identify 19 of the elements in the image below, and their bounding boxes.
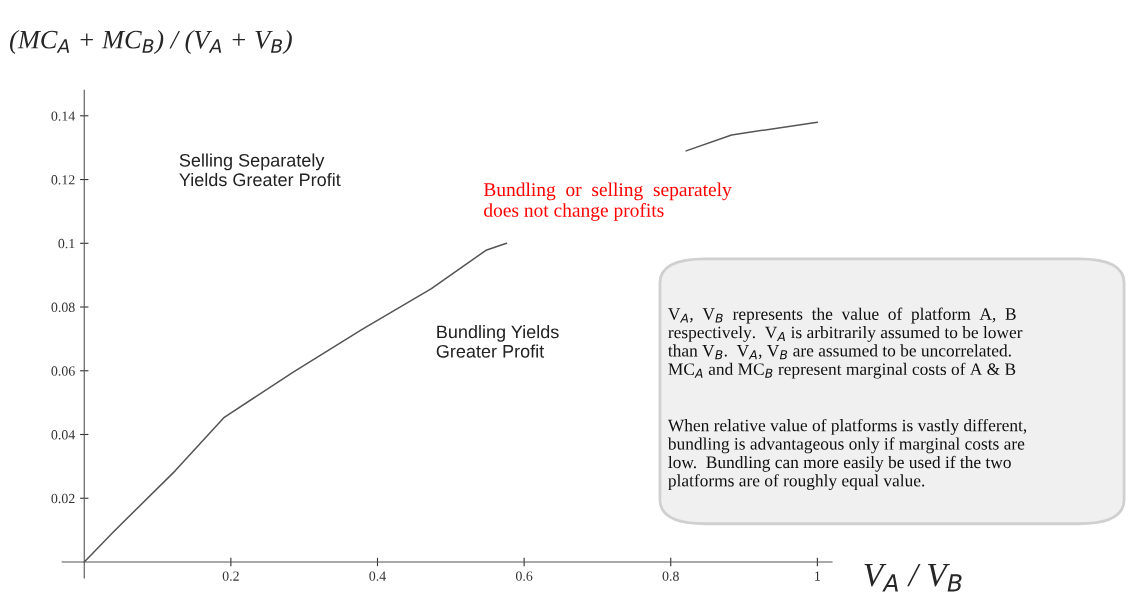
x-tick-label: 0.4 — [369, 571, 386, 581]
text: V$_{A}$, V$_{B}$ represents the value of platform A, B respectively. V$_{A}$ is arbitrarily assumed to be lower than V$_{B}$. V$_{A}$, V$_{B}$ are assumed to be uncorrelated. MC$_{A}$ and MC$_{B}$ represent marginal costs of A & B — [668, 307, 1023, 379]
x-tick-label: 0.2 — [222, 571, 239, 581]
annotation: Bundling or selling separately does not change profits — [483, 182, 732, 221]
annotation: When relative value of platforms is vastly different, bundling is advantageous only if marginal costs are low. Bundling can more easily be used if the two platforms are of roughly equal value. — [667, 418, 1027, 491]
x-tick-label: 1 — [815, 571, 820, 581]
y-tick-label: 0.02 — [51, 493, 75, 504]
annotation: Selling Separately Yields Greater Profit — [179, 153, 341, 187]
text: (MC$_{A}$ + MC$_{B}$) / (V$_{A}$ + V$_{B}$) — [9, 30, 292, 54]
y-tick-label: 0.04 — [51, 430, 76, 440]
annotation: Bundling Yields Greater Profit — [436, 325, 559, 358]
y-tick-label: 0.06 — [51, 366, 75, 376]
y-tick-label: 0.1 — [58, 238, 75, 249]
x-axis-title: V$_{A}$ / V$_{B}$ — [864, 563, 962, 592]
y-tick-label: 0.14 — [51, 111, 76, 121]
x-tick-label: 0.8 — [662, 571, 679, 581]
x-tick-label: 0.6 — [515, 571, 533, 581]
y-tick-label: 0.12 — [51, 175, 75, 185]
y-tick-label: 0.08 — [51, 302, 75, 313]
